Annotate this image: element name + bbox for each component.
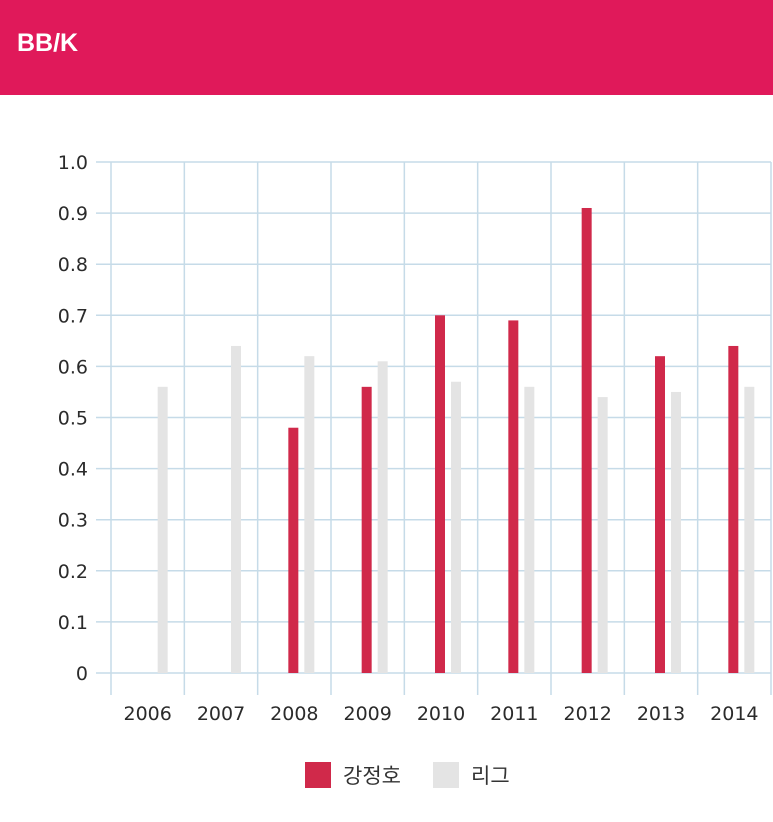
y-tick-label: 0.9 bbox=[58, 203, 88, 225]
bar-player bbox=[728, 345, 739, 673]
y-tick-label: 0 bbox=[76, 663, 88, 685]
bar-league bbox=[377, 361, 388, 673]
bar-league bbox=[597, 397, 608, 673]
chart-legend: 강정호 리그 bbox=[0, 758, 773, 792]
legend-label-player: 강정호 bbox=[343, 764, 401, 788]
y-tick-label: 0.6 bbox=[58, 356, 88, 378]
x-tick-label: 2008 bbox=[270, 703, 318, 725]
y-tick-label: 0.7 bbox=[58, 305, 88, 327]
bar-league bbox=[744, 386, 755, 673]
legend-item-league[interactable]: 리그 bbox=[433, 758, 510, 792]
header-bar: BB/K bbox=[0, 0, 773, 95]
bar-league bbox=[524, 386, 535, 673]
y-tick-label: 0.8 bbox=[58, 254, 88, 276]
bar-league bbox=[451, 381, 461, 673]
x-tick-label: 2006 bbox=[123, 703, 171, 725]
y-tick-label: 0.4 bbox=[58, 459, 88, 481]
y-tick-label: 1.0 bbox=[58, 152, 88, 174]
y-tick-label: 0.1 bbox=[58, 612, 88, 634]
y-tick-label: 0.3 bbox=[58, 510, 88, 532]
bar-player bbox=[655, 356, 665, 673]
x-tick-label: 2009 bbox=[343, 703, 391, 725]
bar-league bbox=[231, 345, 241, 673]
y-tick-label: 0.5 bbox=[58, 408, 88, 430]
legend-swatch-player bbox=[305, 762, 331, 788]
legend-label-league: 리그 bbox=[471, 764, 510, 788]
x-tick-label: 2011 bbox=[490, 703, 538, 725]
x-tick-label: 2013 bbox=[637, 703, 685, 725]
bar-league bbox=[157, 386, 168, 673]
x-tick-label: 2012 bbox=[563, 703, 611, 725]
bar-player bbox=[288, 427, 299, 673]
legend-swatch-league bbox=[433, 762, 459, 788]
legend-item-player[interactable]: 강정호 bbox=[305, 758, 401, 792]
bar-player bbox=[435, 315, 445, 673]
y-tick-label: 0.2 bbox=[58, 561, 88, 583]
x-tick-label: 2014 bbox=[710, 703, 758, 725]
page-title: BB/K bbox=[17, 29, 79, 57]
bar-player bbox=[508, 320, 519, 673]
bar-league bbox=[671, 391, 681, 673]
bar-player bbox=[581, 207, 592, 674]
x-tick-label: 2010 bbox=[417, 703, 465, 725]
x-tick-label: 2007 bbox=[197, 703, 245, 725]
bar-chart: 0 0.1 0.2 0.3 0.4 0.5 0.6 0.7 0.8 0.9 1.0 2006 2007 2… bbox=[58, 152, 772, 725]
bar-player bbox=[361, 386, 372, 673]
bar-league bbox=[304, 356, 315, 673]
